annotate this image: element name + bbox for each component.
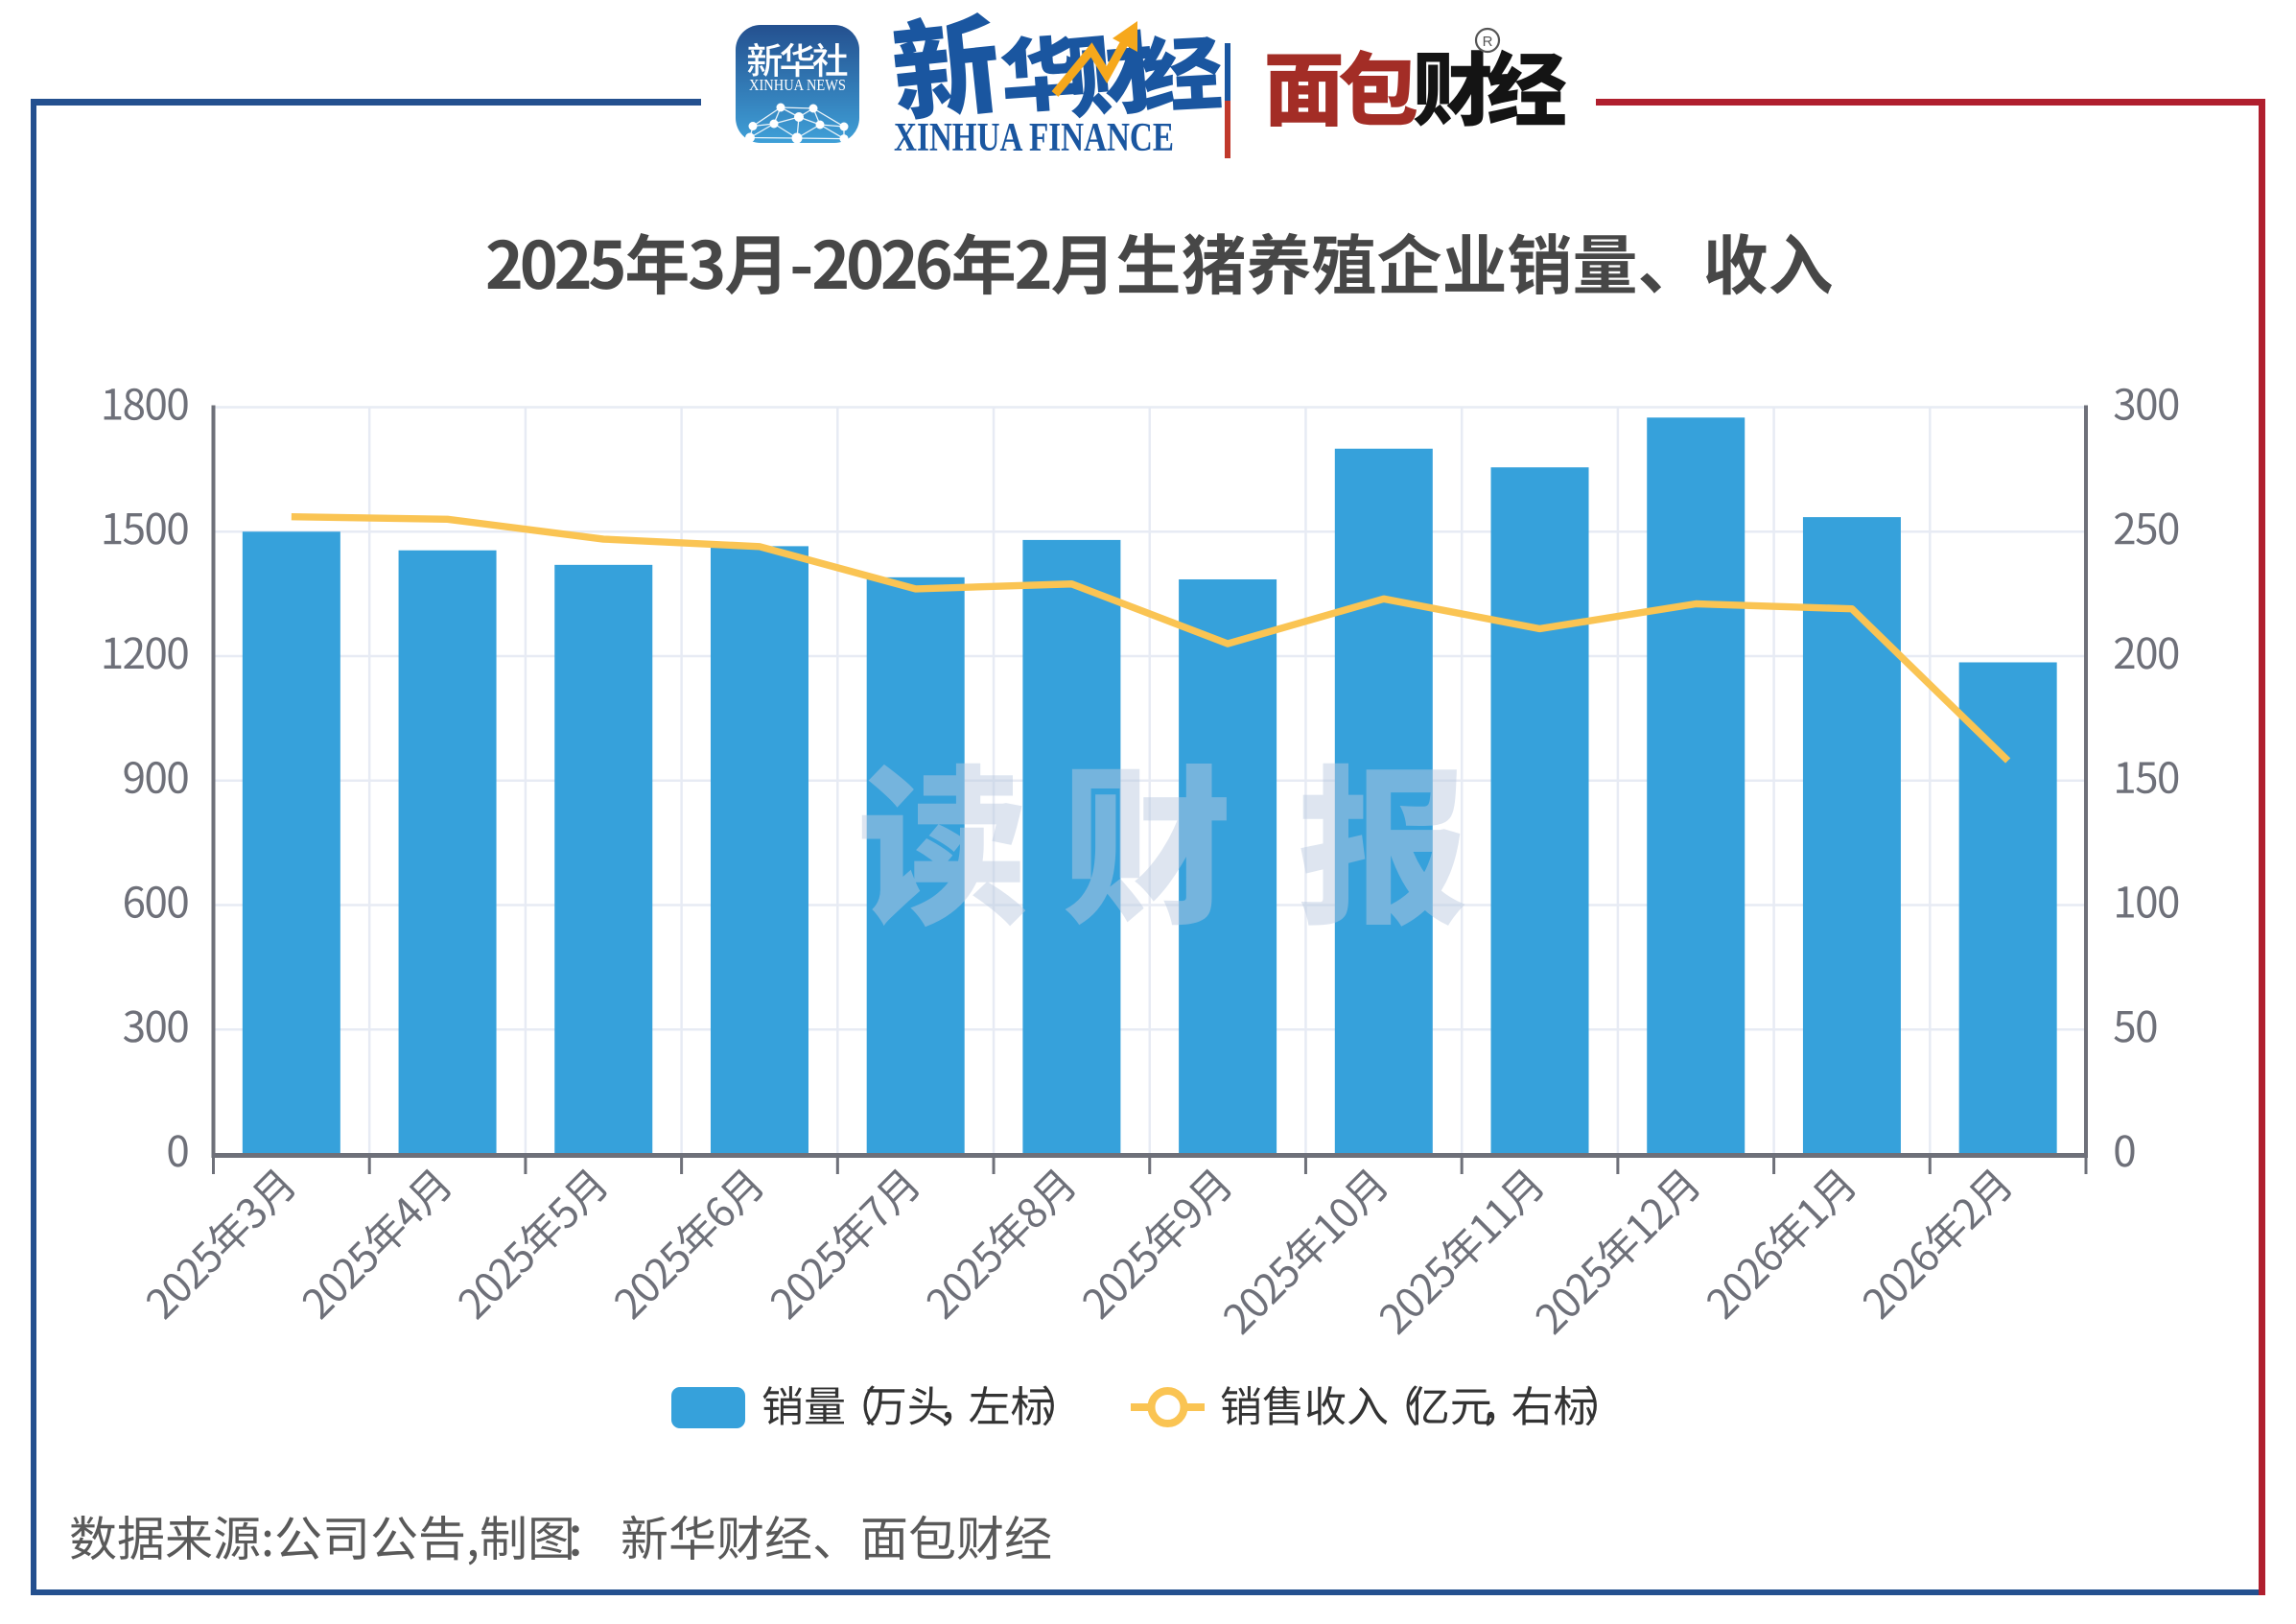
svg-text:XINHUA NEWS: XINHUA NEWS — [749, 76, 846, 94]
svg-text:XINHUA FINANCE: XINHUA FINANCE — [894, 116, 1174, 160]
svg-text:R: R — [1483, 34, 1493, 50]
